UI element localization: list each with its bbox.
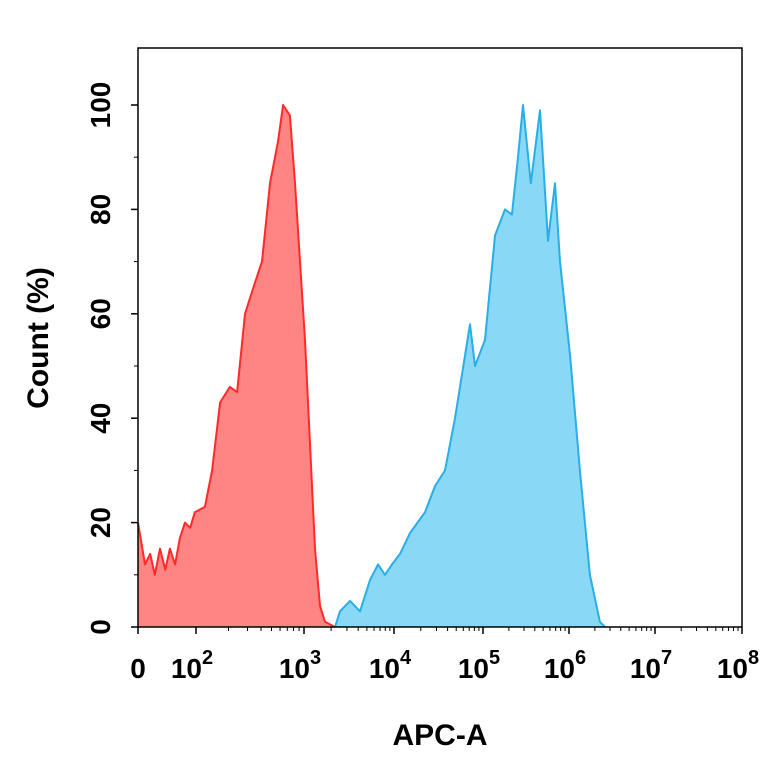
x-tick-exponent: 7 (661, 647, 672, 669)
y-tick-label: 0 (85, 619, 116, 635)
x-tick-base: 10 (171, 653, 202, 684)
series-1-line (334, 104, 606, 628)
x-tick-base: 10 (630, 653, 661, 684)
y-tick-label: 60 (85, 298, 116, 329)
series-0-area (138, 105, 335, 627)
x-tick-exponent: 4 (400, 647, 412, 669)
x-tick-label: 106 (544, 647, 586, 684)
y-axis-label: Count (%) (22, 267, 55, 409)
y-tick-label: 80 (85, 194, 116, 225)
x-tick-label: 105 (458, 647, 500, 684)
x-tick-label: 0 (130, 653, 146, 684)
x-tick-base: 10 (544, 653, 575, 684)
x-tick-exponent: 8 (748, 647, 759, 669)
plot-frame (137, 47, 743, 628)
y-tick-label: 40 (85, 403, 116, 434)
series-1-area (334, 105, 605, 627)
x-axis: 0 102 103 104 105 106 107 108 (130, 627, 759, 684)
x-tick-base: 10 (458, 653, 489, 684)
x-tick-base: 10 (279, 653, 310, 684)
x-tick-label: 108 (717, 647, 759, 684)
x-tick-base: 10 (717, 653, 748, 684)
x-tick-exponent: 2 (202, 647, 213, 669)
x-tick-label: 102 (171, 647, 213, 684)
y-axis: 0 20 40 60 80 100 (85, 82, 138, 635)
x-tick-base: 0 (130, 653, 146, 684)
x-tick-base: 10 (369, 653, 400, 684)
series-layer (137, 104, 606, 628)
x-tick-exponent: 5 (489, 647, 500, 669)
y-tick-label: 100 (85, 82, 116, 129)
x-axis-label: APC-A (393, 719, 488, 752)
x-tick-label: 107 (630, 647, 672, 684)
x-tick-exponent: 6 (575, 647, 586, 669)
series-0-line (137, 104, 336, 628)
x-tick-label: 104 (369, 647, 412, 684)
y-tick-label: 20 (85, 507, 116, 538)
x-tick-exponent: 3 (310, 647, 321, 669)
x-tick-label: 103 (279, 647, 321, 684)
